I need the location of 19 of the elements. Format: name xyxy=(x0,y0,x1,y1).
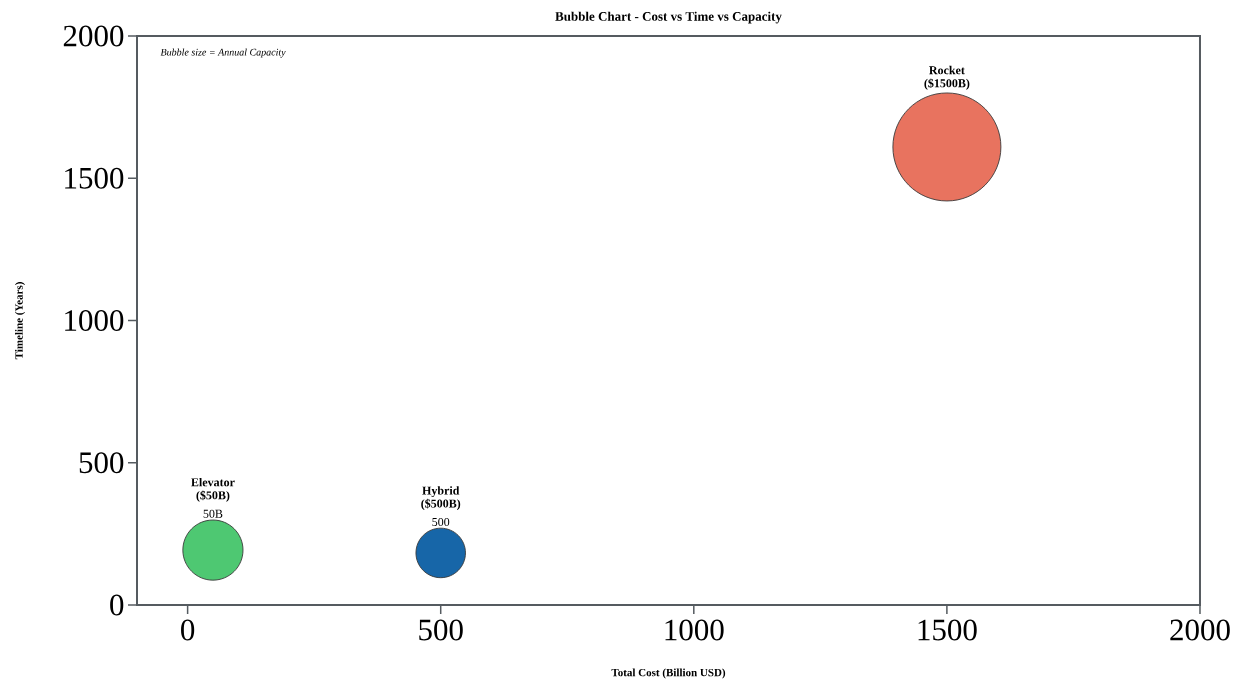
y-axis-title: Timeline (Years) xyxy=(15,282,25,360)
y-tick-label: 1500 xyxy=(65,167,124,189)
x-tick-label: 500 xyxy=(419,619,463,641)
y-tick-label: 0 xyxy=(110,594,124,616)
y-tick-label: 2000 xyxy=(63,25,124,47)
text: Hybrid ($500B) xyxy=(421,486,461,511)
series-label: Rocket ($1500B) xyxy=(924,65,970,90)
x-tick-label: 1500 xyxy=(918,619,977,641)
x-tick-label: 0 xyxy=(181,619,195,641)
x-tick-label: 1000 xyxy=(665,619,724,641)
y-tick-label: 1000 xyxy=(65,310,124,331)
text: Elevator ($50B) xyxy=(191,477,235,502)
x-axis-title: Total Cost (Billion USD) xyxy=(611,668,726,679)
chart-title: Bubble Chart - Cost vs Time vs Capacity xyxy=(555,11,782,24)
y-tick-label: 500 xyxy=(79,452,124,474)
x-tick-label: 2000 xyxy=(1170,619,1230,641)
annotation: Bubble size = Annual Capacity xyxy=(160,48,286,58)
annotation: 50B xyxy=(203,509,223,518)
annotation: 500 xyxy=(432,517,450,527)
